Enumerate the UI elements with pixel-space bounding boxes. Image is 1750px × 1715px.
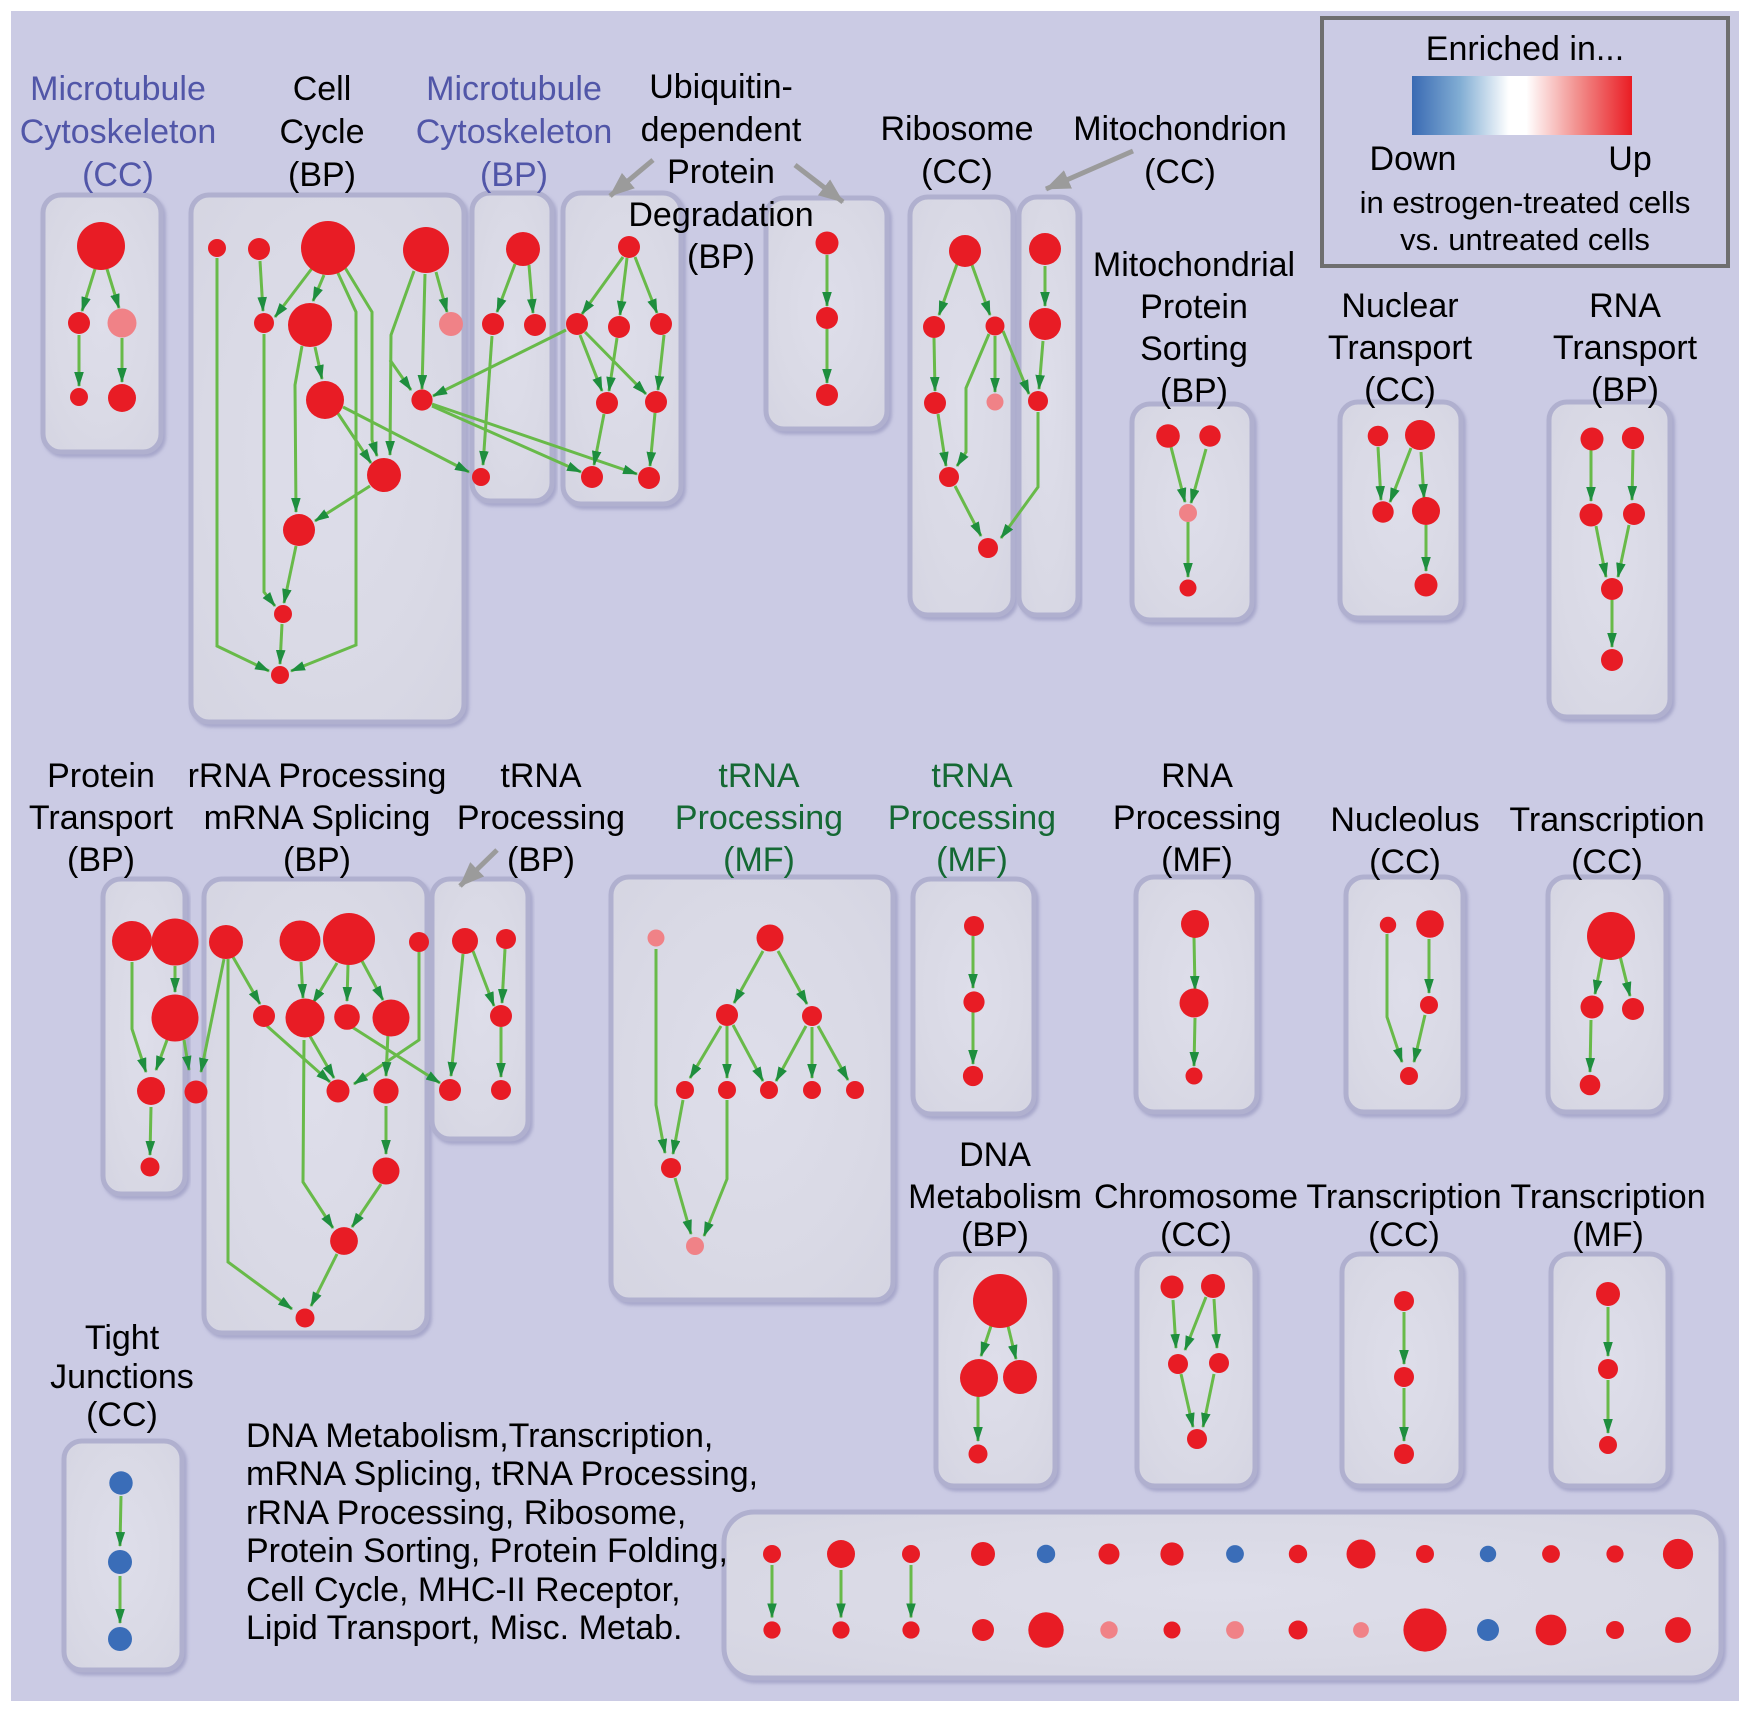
svg-text:(BP): (BP) [687, 238, 755, 276]
svg-text:Microtubule: Microtubule [426, 70, 602, 108]
svg-text:mRNA Splicing: mRNA Splicing [204, 799, 431, 837]
svg-text:Tight: Tight [85, 1319, 160, 1357]
svg-text:mRNA Splicing, tRNA Processing: mRNA Splicing, tRNA Processing, [246, 1455, 758, 1493]
svg-text:Lipid Transport, Misc. Metab.: Lipid Transport, Misc. Metab. [246, 1609, 683, 1647]
svg-text:(BP): (BP) [480, 156, 548, 194]
svg-text:RNA: RNA [1589, 287, 1661, 325]
svg-text:Microtubule: Microtubule [30, 70, 206, 108]
svg-text:tRNA: tRNA [500, 757, 582, 795]
svg-text:in estrogen-treated cells: in estrogen-treated cells [1360, 185, 1691, 220]
svg-text:vs. untreated cells: vs. untreated cells [1400, 222, 1650, 257]
svg-text:(BP): (BP) [961, 1216, 1029, 1254]
svg-text:Transcription: Transcription [1306, 1178, 1501, 1216]
svg-text:tRNA: tRNA [931, 757, 1013, 795]
svg-text:(BP): (BP) [507, 841, 575, 879]
svg-text:(CC): (CC) [1369, 843, 1441, 881]
svg-text:Mitochondrion: Mitochondrion [1073, 110, 1287, 148]
svg-text:Sorting: Sorting [1140, 330, 1248, 368]
svg-text:rRNA Processing, Ribosome,: rRNA Processing, Ribosome, [246, 1494, 686, 1532]
svg-text:Nuclear: Nuclear [1341, 287, 1458, 325]
svg-text:Chromosome: Chromosome [1094, 1178, 1298, 1216]
svg-text:DNA Metabolism,Transcription,: DNA Metabolism,Transcription, [246, 1417, 713, 1455]
svg-text:rRNA Processing: rRNA Processing [188, 757, 447, 795]
svg-text:(CC): (CC) [921, 153, 993, 191]
svg-text:Transcription: Transcription [1509, 801, 1704, 839]
svg-text:(MF): (MF) [1572, 1216, 1644, 1254]
svg-text:(MF): (MF) [1161, 841, 1233, 879]
svg-text:Ribosome: Ribosome [880, 110, 1033, 148]
svg-text:Ubiquitin-: Ubiquitin- [649, 68, 793, 106]
svg-text:(MF): (MF) [723, 841, 795, 879]
svg-text:Cytoskeleton: Cytoskeleton [20, 113, 217, 151]
svg-text:(CC): (CC) [86, 1396, 158, 1434]
svg-text:Nucleolus: Nucleolus [1330, 801, 1479, 839]
svg-text:Junctions: Junctions [50, 1358, 194, 1396]
svg-text:Protein: Protein [667, 153, 775, 191]
svg-text:Cytoskeleton: Cytoskeleton [416, 113, 613, 151]
svg-text:(CC): (CC) [1160, 1216, 1232, 1254]
svg-text:DNA: DNA [959, 1136, 1031, 1174]
svg-text:RNA: RNA [1161, 757, 1233, 795]
svg-text:Transport: Transport [29, 799, 174, 837]
svg-text:(MF): (MF) [936, 841, 1008, 879]
svg-text:Processing: Processing [457, 799, 625, 837]
svg-text:Processing: Processing [675, 799, 843, 837]
svg-text:(BP): (BP) [1591, 371, 1659, 409]
svg-text:(CC): (CC) [1571, 843, 1643, 881]
svg-text:(CC): (CC) [1144, 153, 1216, 191]
svg-text:Cell: Cell [293, 70, 352, 108]
svg-text:Mitochondrial: Mitochondrial [1093, 246, 1295, 284]
svg-text:Metabolism: Metabolism [908, 1178, 1082, 1216]
svg-text:Transport: Transport [1328, 329, 1473, 367]
svg-text:(BP): (BP) [288, 156, 356, 194]
svg-text:Down: Down [1370, 140, 1457, 178]
svg-text:(CC): (CC) [1364, 371, 1436, 409]
svg-text:Cycle: Cycle [279, 113, 364, 151]
svg-text:Transcription: Transcription [1510, 1178, 1705, 1216]
svg-text:(BP): (BP) [1160, 372, 1228, 410]
svg-text:(BP): (BP) [283, 841, 351, 879]
svg-text:dependent: dependent [641, 111, 802, 149]
svg-text:Up: Up [1608, 140, 1651, 178]
svg-text:Protein: Protein [1140, 288, 1248, 326]
svg-text:Processing: Processing [888, 799, 1056, 837]
svg-text:Protein Sorting, Protein Foldi: Protein Sorting, Protein Folding, [246, 1532, 728, 1570]
svg-text:Cell Cycle, MHC-II Receptor,: Cell Cycle, MHC-II Receptor, [246, 1571, 681, 1609]
svg-text:Protein: Protein [47, 757, 155, 795]
svg-text:(BP): (BP) [67, 841, 135, 879]
svg-text:Degradation: Degradation [628, 196, 813, 234]
svg-text:tRNA: tRNA [718, 757, 800, 795]
svg-text:Processing: Processing [1113, 799, 1281, 837]
svg-text:(CC): (CC) [1368, 1216, 1440, 1254]
svg-text:Transport: Transport [1553, 329, 1698, 367]
svg-text:(CC): (CC) [82, 156, 154, 194]
svg-text:Enriched in...: Enriched in... [1426, 30, 1624, 68]
